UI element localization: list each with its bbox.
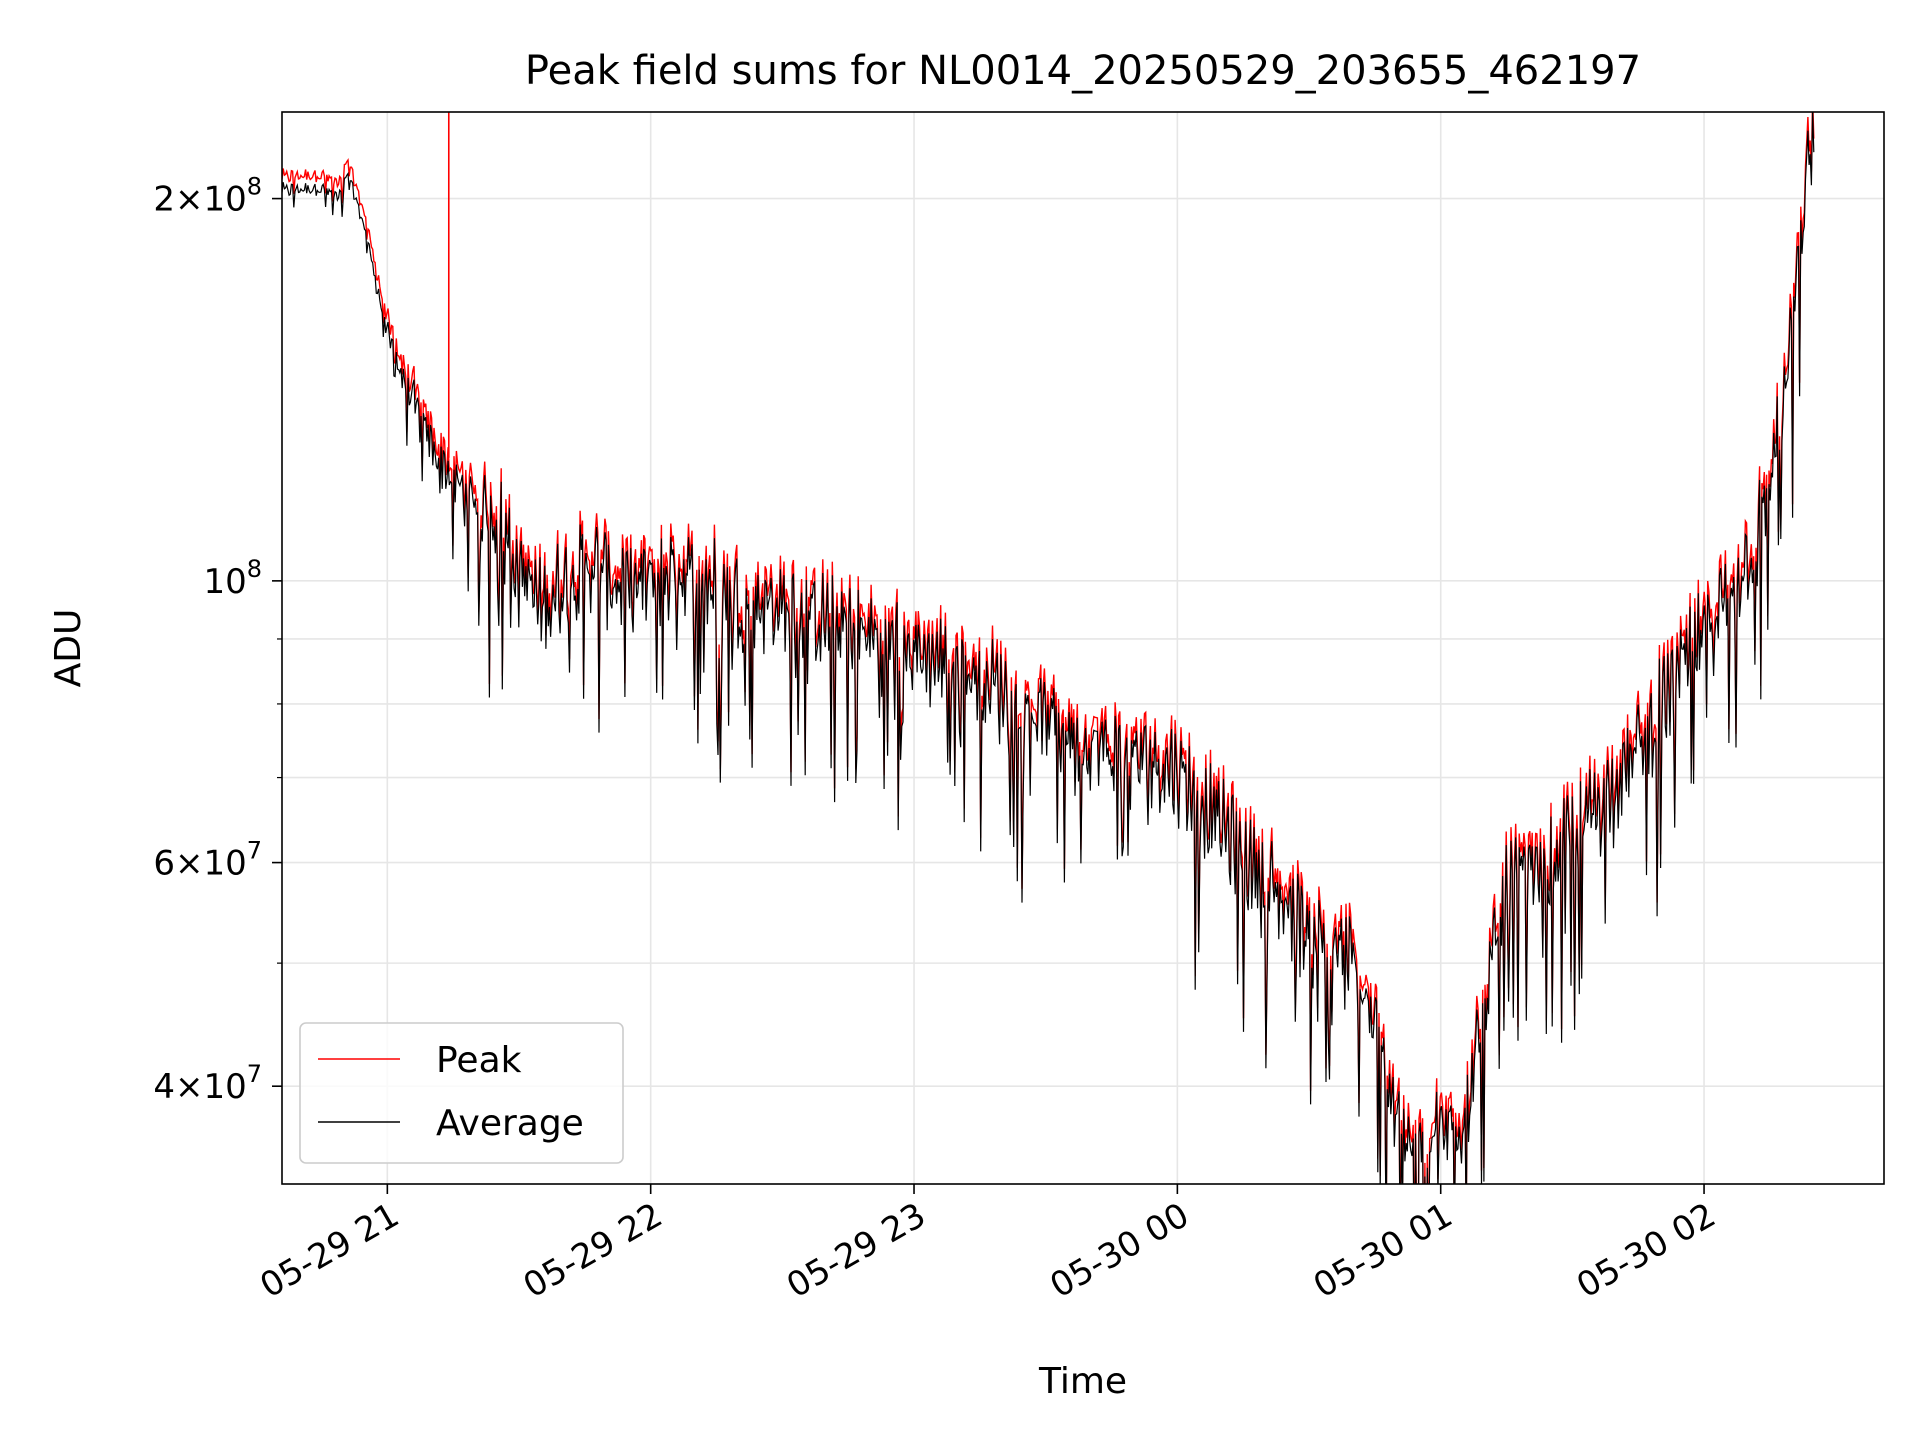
legend-average-label: Average xyxy=(436,1103,584,1144)
series-lines xyxy=(282,112,1815,1184)
y-tick-label: 108 xyxy=(203,555,262,602)
legend-box xyxy=(299,1022,624,1164)
legend: Peak Average xyxy=(299,1022,624,1164)
plot-frame xyxy=(281,111,1885,1185)
y-axis: 4×107 6×107 108 2×108 xyxy=(153,173,282,1107)
legend-peak-label: Peak xyxy=(436,1040,522,1081)
y-tick-label: 2×108 xyxy=(153,173,262,220)
y-tick-label: 6×107 xyxy=(153,837,262,884)
x-axis-label: Time xyxy=(1038,1361,1127,1402)
chart-title: Peak field sums for NL0014_20250529_2036… xyxy=(525,48,1641,94)
y-axis-label: ADU xyxy=(48,609,89,688)
series-line-average xyxy=(282,112,1815,1184)
y-tick-label: 4×107 xyxy=(153,1060,262,1107)
